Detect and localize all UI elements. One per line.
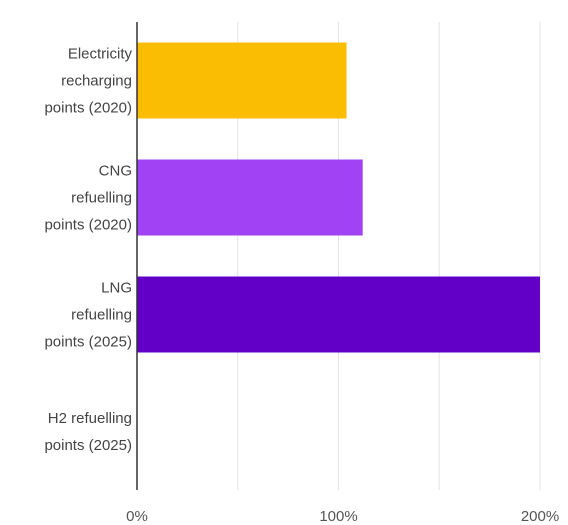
bar — [137, 276, 540, 353]
category-label: LNG refuelling points (2025) — [44, 280, 132, 351]
category-label: CNG refuelling points (2020) — [44, 163, 132, 234]
bar — [137, 159, 363, 236]
category-label: H2 refuelling points (2025) — [44, 410, 132, 454]
x-tick-label: 100% — [319, 508, 357, 525]
x-tick-label: 200% — [521, 508, 559, 525]
bars — [137, 42, 540, 353]
bar — [137, 42, 347, 119]
x-tick-labels: 0% 100% 200% — [126, 508, 559, 525]
x-tick-label: 0% — [126, 508, 148, 525]
category-labels: Electricity recharging points (2020) CNG ref… — [44, 46, 132, 455]
category-label: Electricity recharging points (2020) — [44, 46, 132, 117]
